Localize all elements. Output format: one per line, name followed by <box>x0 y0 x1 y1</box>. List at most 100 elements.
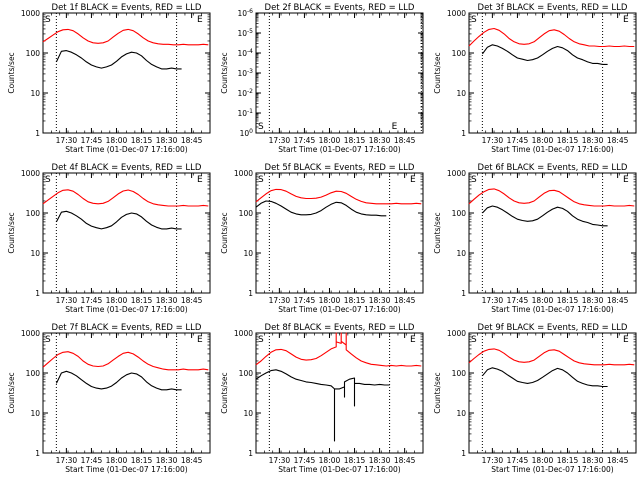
series-lld-line <box>42 351 209 371</box>
x-axis-label: Start Time (01-Dec-07 17:16:00) <box>491 305 613 314</box>
y-tick-label: 100 <box>26 209 41 218</box>
plot-frame <box>42 12 211 134</box>
y-tick-label: 10 <box>30 249 40 258</box>
chart-panel-1: Det 1f BLACK = Events, RED = LLD 1 10 100 10… <box>7 3 211 154</box>
series-lld-line <box>255 332 422 367</box>
series-lld-line <box>42 189 209 207</box>
x-tick-label: 18:45 <box>394 296 416 305</box>
chart-panel-9: Det 9f BLACK = Events, RED = LLD 1 10 100 10… <box>433 323 637 474</box>
y-tick-label: 1 <box>248 289 253 298</box>
marker-e: E <box>410 175 416 185</box>
marker-s: S <box>45 175 51 185</box>
x-axis-label: Start Time (01-Dec-07 17:16:00) <box>278 305 400 314</box>
x-tick-label: 17:30 <box>482 136 504 145</box>
x-tick-label: 17:45 <box>294 136 316 145</box>
x-tick-label: 18:00 <box>532 136 554 145</box>
y-tick-label: 10-1 <box>237 108 253 118</box>
x-tick-label: 17:30 <box>482 296 504 305</box>
x-tick-label: 18:00 <box>532 456 554 465</box>
x-tick-label: 18:30 <box>369 456 391 465</box>
x-tick-label: 18:30 <box>156 136 178 145</box>
x-tick-label: 18:00 <box>106 456 128 465</box>
marker-e: E <box>197 335 203 345</box>
y-tick-label: 10-5 <box>237 28 253 38</box>
y-tick-label: 1000 <box>234 329 253 338</box>
y-axis-label: Counts/sec <box>7 52 16 93</box>
y-tick-label: 10 <box>243 409 253 418</box>
y-tick-label: 1000 <box>447 169 466 178</box>
y-tick-label: 100 <box>26 49 41 58</box>
y-axis-label: Counts/sec <box>433 212 442 253</box>
y-axis-label: Counts/sec <box>220 212 229 253</box>
marker-s: S <box>45 15 51 25</box>
series-lld-line <box>42 28 209 46</box>
y-tick-label: 100 <box>240 128 254 138</box>
chart-title: Det 2f BLACK = Events, RED = LLD <box>265 3 415 13</box>
x-tick-label: 17:45 <box>294 296 316 305</box>
plot-frame <box>42 332 211 454</box>
y-tick-label: 1000 <box>447 329 466 338</box>
y-tick-label: 100 <box>26 369 41 378</box>
chart-panel-7: Det 7f BLACK = Events, RED = LLD 1 10 100 10… <box>7 323 211 474</box>
x-tick-label: 18:15 <box>131 296 153 305</box>
x-axis-label: Start Time (01-Dec-07 17:16:00) <box>491 465 613 474</box>
x-tick-label: 18:15 <box>344 296 366 305</box>
chart-title: Det 1f BLACK = Events, RED = LLD <box>52 3 202 13</box>
series-events-line <box>55 210 182 230</box>
chart-title: Det 6f BLACK = Events, RED = LLD <box>478 163 628 173</box>
x-tick-label: 18:15 <box>131 136 153 145</box>
x-tick-label: 18:15 <box>557 456 579 465</box>
y-tick-label: 10 <box>456 249 466 258</box>
x-tick-label: 18:30 <box>156 296 178 305</box>
chart-panel-2: Det 2f BLACK = Events, RED = LLD 100 10-1 1… <box>220 3 424 154</box>
y-tick-label: 1000 <box>21 9 40 18</box>
x-tick-label: 18:00 <box>319 136 341 145</box>
series-lld-line <box>468 348 635 366</box>
y-tick-label: 1 <box>461 449 466 458</box>
x-tick-label: 18:30 <box>369 136 391 145</box>
marker-s: S <box>45 335 51 345</box>
y-tick-label: 10 <box>456 89 466 98</box>
y-tick-label: 100 <box>452 369 467 378</box>
x-tick-label: 17:30 <box>482 456 504 465</box>
x-tick-label: 18:00 <box>106 296 128 305</box>
chart-title: Det 5f BLACK = Events, RED = LLD <box>265 163 415 173</box>
x-tick-label: 17:30 <box>269 136 291 145</box>
series-events-line <box>255 369 390 442</box>
y-tick-label: 100 <box>452 209 467 218</box>
marker-e: E <box>623 15 629 25</box>
x-tick-label: 17:45 <box>294 456 316 465</box>
y-axis-label: Counts/sec <box>220 372 229 413</box>
x-tick-label: 18:30 <box>582 136 604 145</box>
chart-title: Det 8f BLACK = Events, RED = LLD <box>265 323 415 333</box>
plot-frame <box>468 332 637 454</box>
chart-panel-4: Det 4f BLACK = Events, RED = LLD 1 10 100 10… <box>7 163 211 314</box>
y-tick-label: 1000 <box>234 169 253 178</box>
x-axis-label: Start Time (01-Dec-07 17:16:00) <box>65 305 187 314</box>
marker-s: S <box>258 122 264 132</box>
y-tick-label: 10-2 <box>237 88 253 98</box>
y-tick-label: 1000 <box>21 169 40 178</box>
x-tick-label: 18:15 <box>557 136 579 145</box>
x-tick-label: 18:30 <box>582 456 604 465</box>
chart-panel-3: Det 3f BLACK = Events, RED = LLD 1 10 100 10… <box>433 3 637 154</box>
x-tick-label: 17:45 <box>81 296 103 305</box>
marker-e: E <box>392 122 398 132</box>
series-events-line <box>55 370 182 391</box>
x-tick-label: 18:45 <box>607 296 629 305</box>
marker-s: S <box>471 175 477 185</box>
marker-e: E <box>197 15 203 25</box>
chart-title: Det 7f BLACK = Events, RED = LLD <box>52 323 202 333</box>
marker-e: E <box>410 335 416 345</box>
x-tick-label: 18:45 <box>607 456 629 465</box>
x-tick-label: 17:30 <box>269 456 291 465</box>
x-tick-label: 17:30 <box>56 456 78 465</box>
x-axis-label: Start Time (01-Dec-07 17:16:00) <box>278 145 400 154</box>
y-axis-label: Counts/sec <box>433 372 442 413</box>
y-tick-label: 10-3 <box>237 68 253 78</box>
plot-frame <box>468 172 637 294</box>
x-tick-label: 18:00 <box>319 296 341 305</box>
x-tick-label: 18:30 <box>582 296 604 305</box>
x-tick-label: 17:45 <box>507 296 529 305</box>
